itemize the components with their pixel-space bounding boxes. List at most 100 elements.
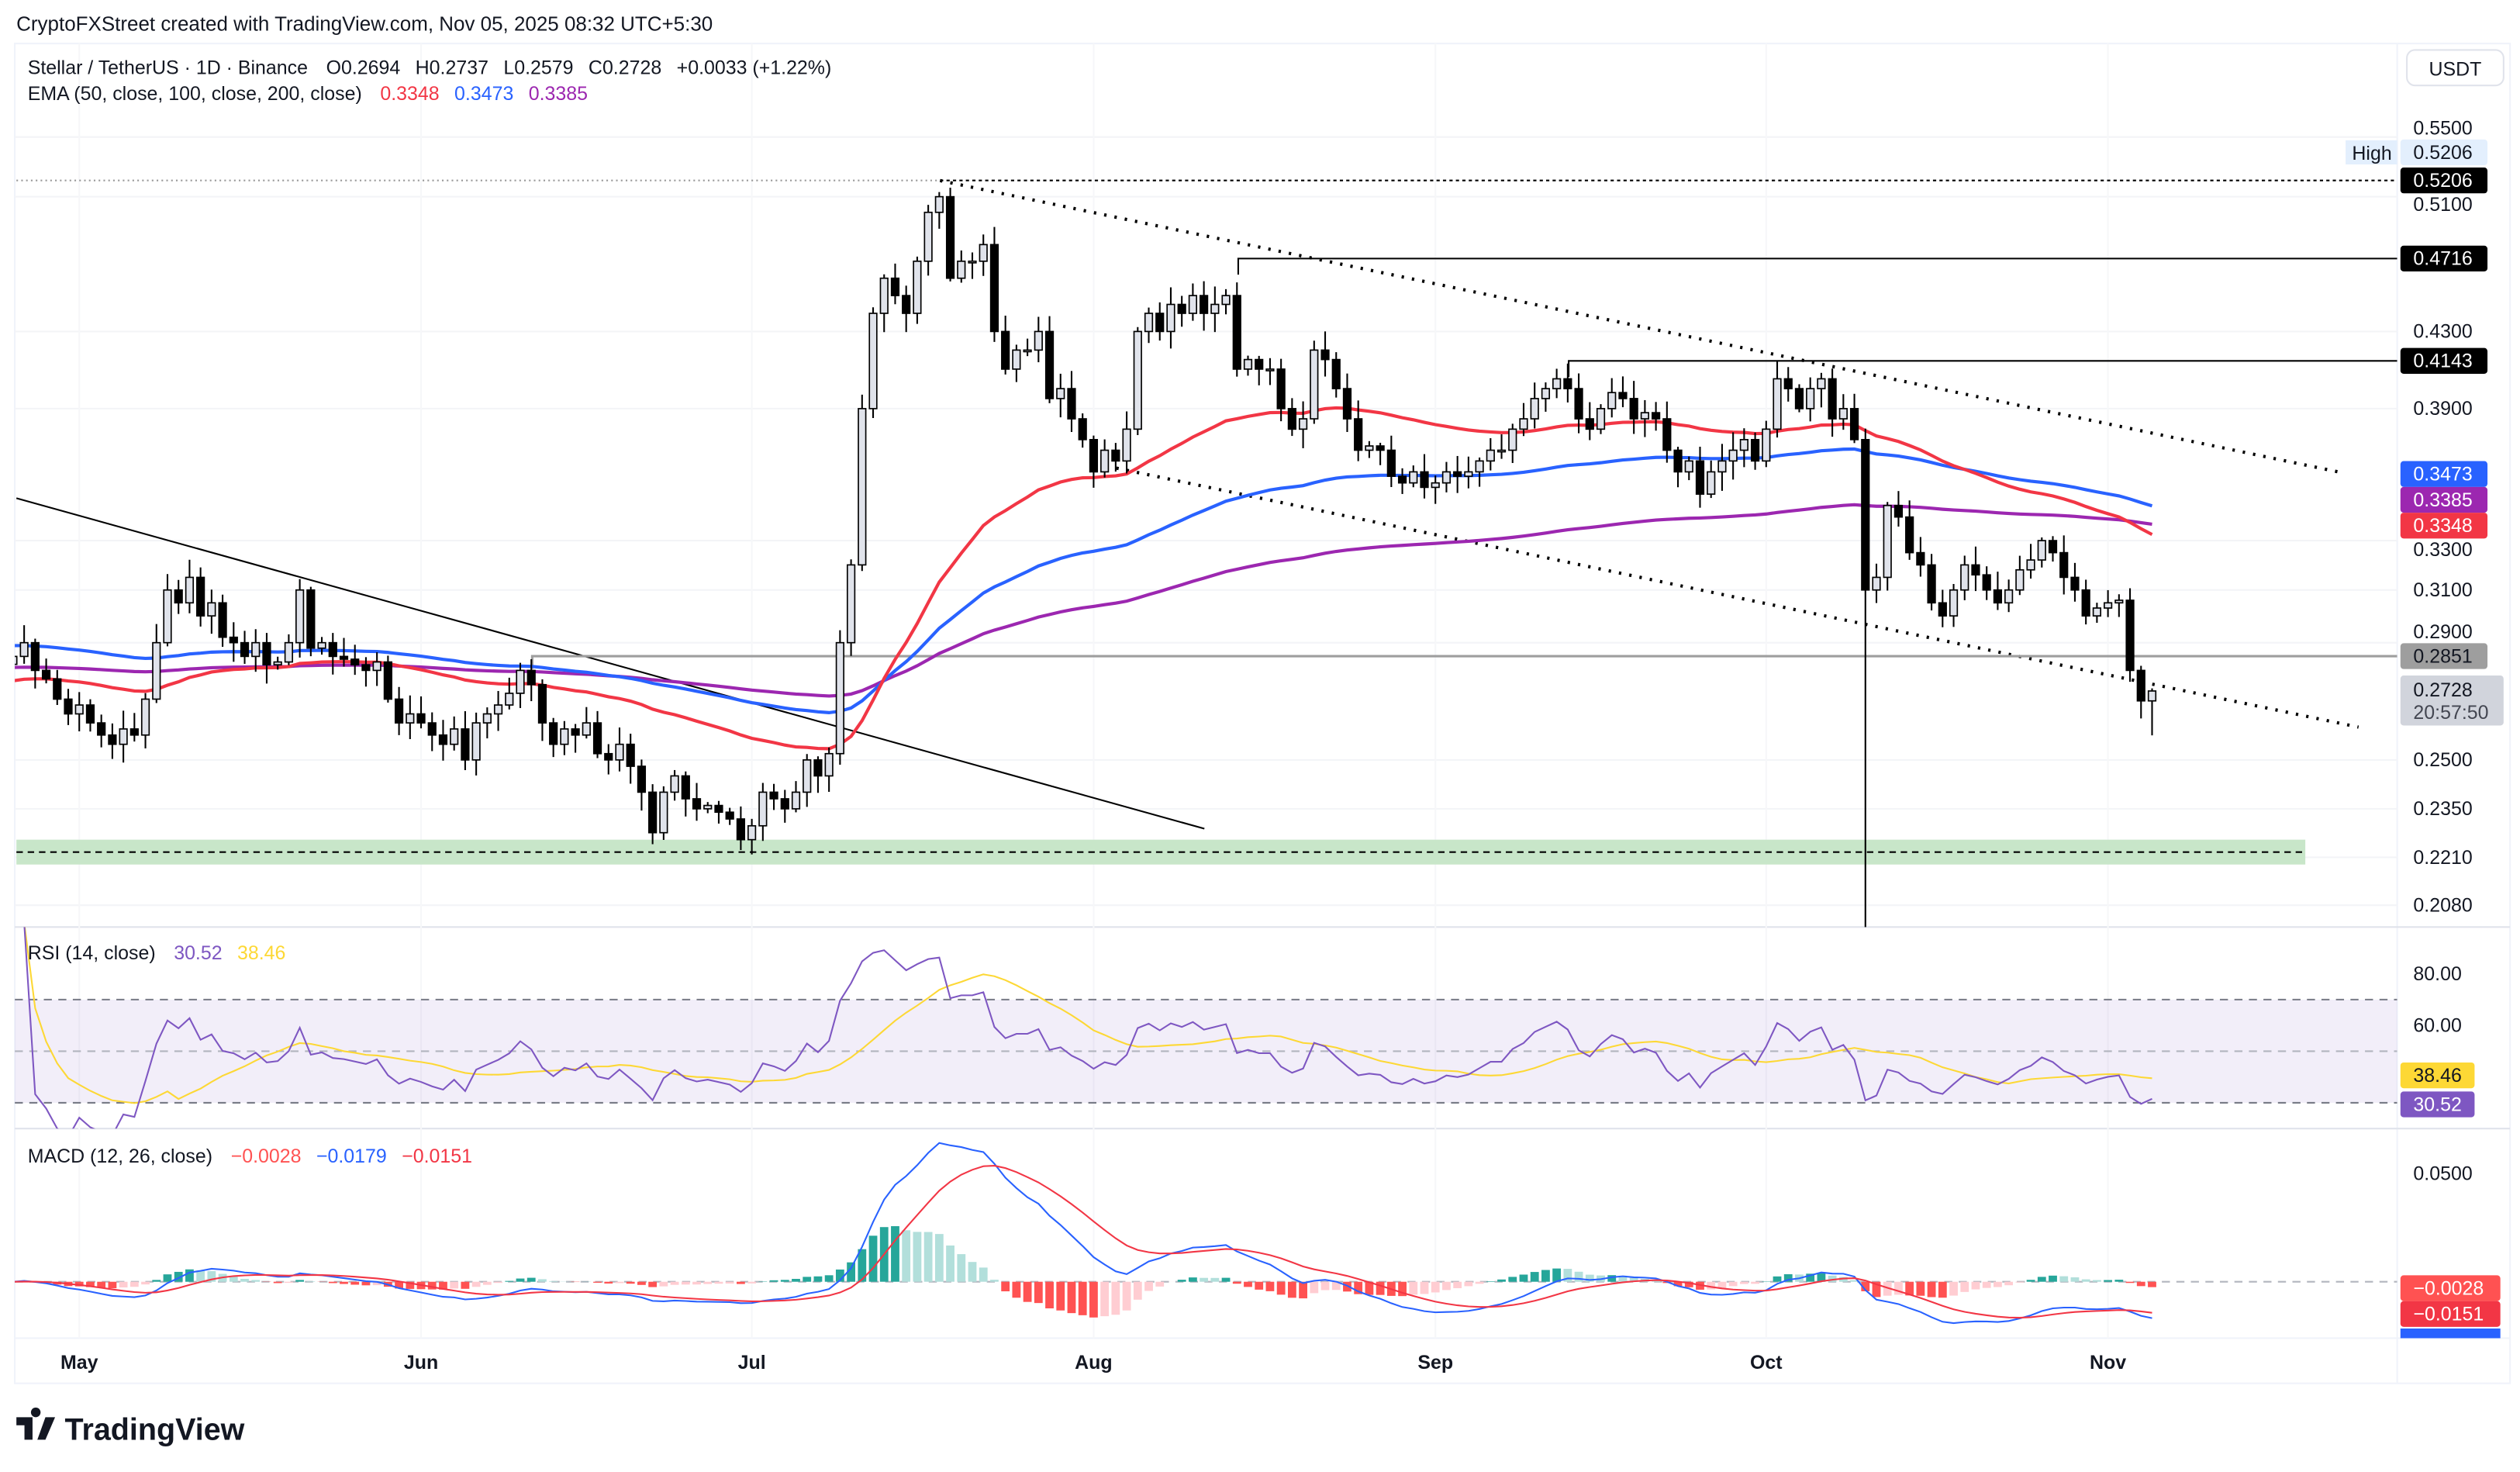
- candle: [516, 662, 525, 708]
- candle: [262, 633, 271, 684]
- macd-histogram-bar: [1949, 1281, 1958, 1296]
- candle: [1133, 327, 1142, 435]
- macd-histogram-bar: [1188, 1277, 1197, 1282]
- candle: [747, 818, 757, 855]
- candle-body: [1949, 589, 1959, 617]
- candle-body: [2070, 576, 2080, 591]
- candle-body: [516, 669, 525, 694]
- candle: [923, 205, 933, 276]
- candle-body: [108, 734, 117, 745]
- macd-histogram-bar: [736, 1281, 745, 1284]
- candle-body: [1960, 564, 1969, 591]
- macd-histogram-bar: [1089, 1281, 1098, 1318]
- macd-histogram-bar: [1728, 1281, 1738, 1287]
- candle: [152, 624, 161, 703]
- candle: [450, 716, 459, 751]
- last-price-tag: 0.2728: [2413, 679, 2472, 701]
- macd-histogram-bar: [1133, 1281, 1142, 1300]
- macd-histogram-bar: [891, 1226, 899, 1282]
- candle-body: [1155, 313, 1165, 333]
- candle-body: [1927, 564, 1936, 604]
- macd-histogram-bar: [1045, 1281, 1054, 1309]
- candle: [1431, 475, 1440, 504]
- macd-histogram-bar: [769, 1280, 778, 1282]
- macd-histogram-bar: [1629, 1277, 1638, 1282]
- macd-histogram-bar: [1155, 1281, 1165, 1287]
- macd-histogram-bar: [461, 1281, 470, 1289]
- candle: [846, 559, 856, 656]
- candle: [592, 710, 602, 758]
- macd-histogram-bar: [703, 1281, 713, 1284]
- candle: [129, 713, 139, 742]
- candle-body: [1320, 349, 1330, 361]
- macd-histogram-bar: [1409, 1281, 1418, 1295]
- candle-body: [1519, 418, 1528, 430]
- candle: [64, 689, 73, 725]
- macd-histogram-bar: [1541, 1270, 1550, 1282]
- candle: [637, 759, 647, 811]
- time-axis-label: Nov: [2090, 1352, 2126, 1374]
- price-axis-label: 0.3300: [2413, 539, 2472, 561]
- macd-histogram-bar: [1497, 1279, 1506, 1282]
- candle: [284, 634, 294, 665]
- candle: [1828, 368, 1837, 437]
- currency-button[interactable]: USDT: [2406, 49, 2504, 87]
- macd-histogram-bar: [923, 1232, 933, 1282]
- candle: [1794, 384, 1804, 413]
- candle: [1067, 371, 1076, 433]
- candle-body: [989, 244, 999, 333]
- macd-histogram-bar: [482, 1281, 492, 1285]
- candle: [1861, 428, 1870, 928]
- macd-histogram-bar: [340, 1281, 348, 1284]
- trendline-drawings[interactable]: [16, 178, 2397, 830]
- candle-body: [571, 728, 580, 736]
- candle-body: [1166, 303, 1175, 333]
- support-line: [530, 655, 2397, 669]
- candle-body: [1596, 408, 1606, 430]
- candle: [1927, 554, 1936, 611]
- candle: [1486, 437, 1495, 471]
- candle-body: [1089, 439, 1099, 473]
- macd-histogram-bar: [2114, 1280, 2124, 1282]
- candle-body: [1331, 358, 1341, 389]
- macd-histogram-bar: [2125, 1281, 2135, 1284]
- candle: [1762, 420, 1771, 468]
- candle: [571, 724, 580, 753]
- candle-body: [1386, 449, 1396, 477]
- candle: [1001, 315, 1010, 375]
- ohlc-open: O0.2694: [326, 57, 401, 79]
- candle-body: [97, 722, 106, 736]
- candle-body: [902, 295, 911, 314]
- macd-histogram-bar: [74, 1281, 84, 1287]
- candle-body: [2037, 540, 2046, 561]
- macd-histogram-bar: [295, 1280, 305, 1282]
- candle: [659, 786, 668, 840]
- macd-histogram-bar: [1464, 1281, 1473, 1287]
- ema200-value: 0.3385: [529, 83, 588, 105]
- candle-body: [53, 678, 62, 700]
- level-line-2: [1237, 257, 2397, 275]
- rsi-legend: RSI (14, close) 30.52 38.46: [28, 942, 286, 964]
- candle-body: [1773, 378, 1782, 430]
- ema50-tag: 0.3348: [2413, 515, 2472, 537]
- macd-histogram-bar: [129, 1281, 139, 1287]
- macd-histogram-bar: [1861, 1281, 1870, 1291]
- candle: [471, 712, 481, 776]
- candle-body: [394, 698, 404, 724]
- candle: [350, 644, 360, 676]
- candle-body: [372, 661, 381, 672]
- macd-histogram-bar: [361, 1281, 371, 1286]
- candle-body: [1044, 330, 1055, 399]
- candle: [196, 567, 205, 627]
- candle-body: [2081, 589, 2090, 617]
- price-axis-label: 0.4300: [2413, 321, 2472, 343]
- candle: [1464, 456, 1473, 489]
- candle: [604, 744, 613, 775]
- macd-histogram-bar: [494, 1281, 502, 1284]
- macd-line-tag-bg: [2400, 1328, 2501, 1339]
- macd-histogram-bar: [626, 1281, 635, 1284]
- candle: [858, 394, 867, 572]
- candle: [1441, 461, 1452, 492]
- macd-histogram-bar: [1971, 1281, 1980, 1290]
- macd-histogram-bar: [1442, 1281, 1451, 1291]
